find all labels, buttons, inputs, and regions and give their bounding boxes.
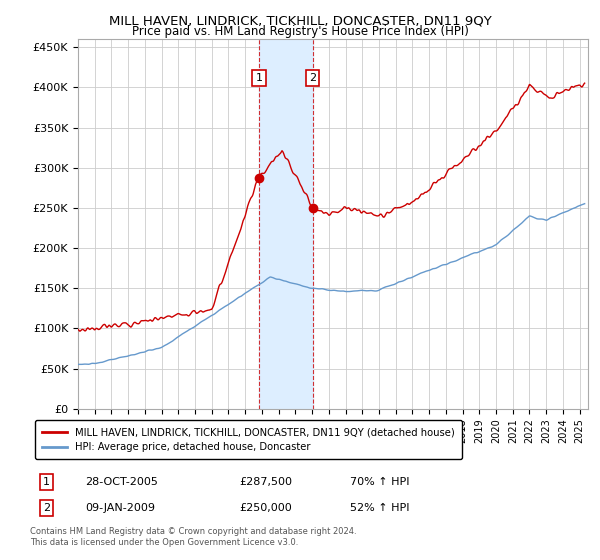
Text: Contains HM Land Registry data © Crown copyright and database right 2024.
This d: Contains HM Land Registry data © Crown c… xyxy=(30,527,356,547)
Text: £250,000: £250,000 xyxy=(240,503,293,513)
Text: 1: 1 xyxy=(43,477,50,487)
Text: Price paid vs. HM Land Registry's House Price Index (HPI): Price paid vs. HM Land Registry's House … xyxy=(131,25,469,38)
Text: MILL HAVEN, LINDRICK, TICKHILL, DONCASTER, DN11 9QY: MILL HAVEN, LINDRICK, TICKHILL, DONCASTE… xyxy=(109,14,491,27)
Text: 70% ↑ HPI: 70% ↑ HPI xyxy=(350,477,410,487)
Bar xyxy=(259,39,313,409)
Text: 52% ↑ HPI: 52% ↑ HPI xyxy=(350,503,410,513)
Text: 1: 1 xyxy=(256,73,263,83)
Text: 2: 2 xyxy=(43,503,50,513)
Text: 2: 2 xyxy=(309,73,316,83)
Text: £287,500: £287,500 xyxy=(240,477,293,487)
Legend: MILL HAVEN, LINDRICK, TICKHILL, DONCASTER, DN11 9QY (detached house), HPI: Avera: MILL HAVEN, LINDRICK, TICKHILL, DONCASTE… xyxy=(35,420,462,459)
Text: 09-JAN-2009: 09-JAN-2009 xyxy=(85,503,155,513)
Text: 28-OCT-2005: 28-OCT-2005 xyxy=(85,477,158,487)
